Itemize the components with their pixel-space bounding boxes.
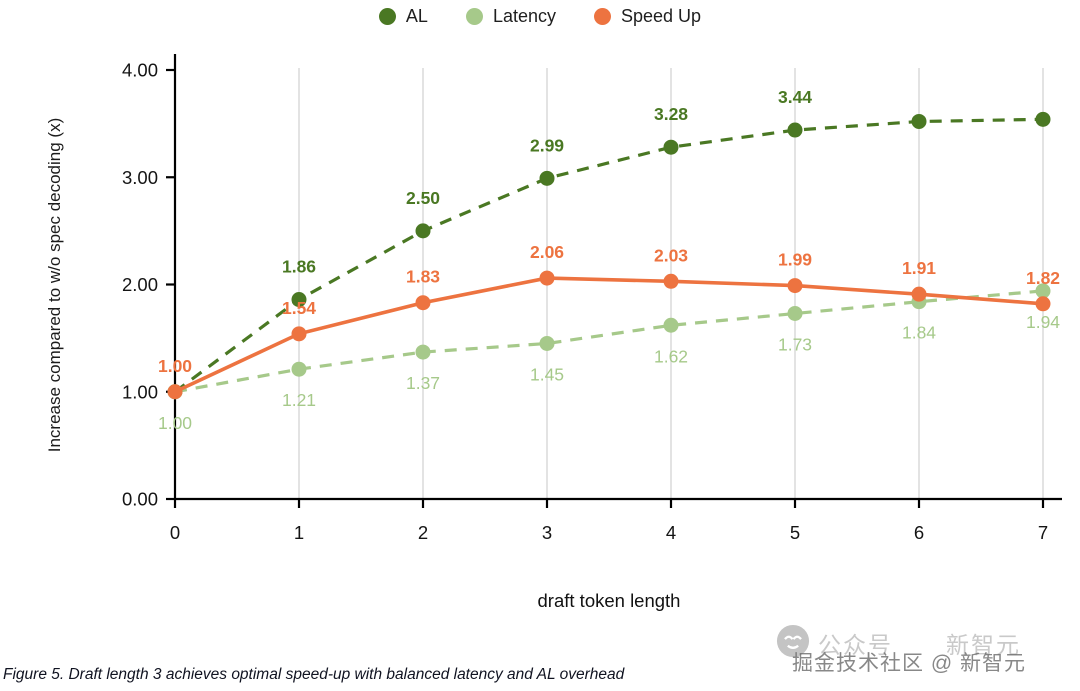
data-point-al — [415, 223, 431, 239]
watermark-overlay-text: 掘金技术社区 @ 新智元 — [792, 652, 1026, 675]
series-line-speed-up — [174, 276, 1044, 394]
point-label-al: 1.86 — [282, 257, 316, 277]
point-label-speed-up: 1.82 — [1026, 268, 1060, 288]
point-label-al: 3.44 — [778, 87, 812, 107]
legend-dot-al — [378, 8, 396, 25]
legend-label-al: AL — [405, 6, 428, 26]
legend-item-speed-up: Speed Up — [594, 6, 701, 27]
y-tick-label: 1.00 — [122, 381, 158, 402]
data-point-speed-up — [1035, 296, 1051, 312]
point-label-latency: 1.45 — [530, 364, 564, 384]
point-label-latency: 1.62 — [654, 346, 688, 366]
x-axis-label: draft token length — [537, 590, 681, 611]
point-label-latency: 1.37 — [406, 373, 440, 393]
point-label-al: 3.28 — [654, 104, 688, 124]
y-axis-label: Increase compared to w/o spec decoding (… — [45, 117, 64, 453]
x-tick-label: 1 — [294, 522, 304, 543]
point-label-speed-up: 1.54 — [282, 298, 316, 318]
data-point-latency — [1035, 283, 1051, 299]
y-tick-label: 3.00 — [122, 167, 158, 188]
point-label-latency: 1.00 — [158, 413, 192, 433]
point-label-latency: 1.94 — [1026, 312, 1060, 332]
legend-label-speed-up: Speed Up — [621, 6, 702, 26]
point-label-latency: 1.73 — [778, 334, 812, 354]
y-tick-label: 2.00 — [122, 274, 158, 295]
data-point-speed-up — [663, 273, 679, 289]
data-point-al — [663, 139, 679, 155]
legend-dot-latency — [465, 8, 483, 25]
legend-item-al: AL — [378, 6, 428, 27]
legend: AL Latency Speed Up — [0, 6, 1080, 27]
data-point-speed-up — [167, 384, 183, 400]
point-label-latency: 1.84 — [902, 323, 936, 343]
figure-caption: Figure 5. Draft length 3 achieves optima… — [3, 666, 625, 683]
x-tick-label: 2 — [418, 522, 428, 543]
point-label-latency: 1.21 — [282, 390, 316, 410]
data-point-speed-up — [415, 295, 431, 311]
chart-svg: 0.00 1.00 2.00 3.00 4.00 0 1 2 3 4 5 6 7 1.86 2.50 2.99… — [122, 54, 1062, 543]
legend-item-latency: Latency — [465, 6, 556, 27]
watermark: 公众号 新智元 掘金技术社区 @ 新智元 — [766, 616, 1080, 691]
point-label-speed-up: 1.00 — [158, 356, 192, 376]
x-tick-label: 3 — [542, 522, 552, 543]
data-point-speed-up — [291, 326, 307, 342]
data-point-latency — [539, 335, 555, 351]
point-label-al: 2.50 — [406, 188, 440, 208]
data-point-al — [1035, 111, 1051, 127]
data-point-latency — [291, 361, 307, 377]
point-label-al: 2.99 — [530, 135, 564, 155]
point-label-speed-up: 1.99 — [778, 250, 812, 270]
x-tick-label: 7 — [1038, 522, 1048, 543]
data-point-latency — [787, 305, 803, 321]
data-point-speed-up — [787, 278, 803, 294]
x-tick-label: 6 — [914, 522, 924, 543]
watermark-account-name: 新智元 — [946, 632, 1021, 658]
data-point-al — [911, 113, 927, 129]
point-label-speed-up: 2.06 — [530, 242, 564, 262]
data-point-al — [539, 170, 555, 186]
data-point-al — [787, 122, 803, 138]
legend-dot-speed-up — [594, 8, 611, 25]
data-point-speed-up — [911, 286, 927, 302]
wechat-icon — [776, 624, 810, 658]
watermark-account-label: 公众号 — [818, 632, 893, 658]
data-point-speed-up — [539, 270, 555, 286]
x-tick-label: 0 — [170, 522, 180, 543]
data-point-latency — [663, 317, 679, 333]
series-line-al — [174, 117, 1044, 394]
x-tick-label: 4 — [666, 522, 676, 543]
point-label-speed-up: 1.83 — [406, 267, 440, 287]
point-label-speed-up: 1.91 — [902, 258, 936, 278]
data-point-al — [291, 292, 307, 308]
y-tick-label: 4.00 — [122, 60, 158, 81]
data-point-latency — [415, 344, 431, 360]
legend-label-latency: Latency — [492, 6, 556, 26]
point-label-speed-up: 2.03 — [654, 245, 688, 265]
x-tick-label: 5 — [790, 522, 800, 543]
y-tick-label: 0.00 — [122, 489, 158, 510]
